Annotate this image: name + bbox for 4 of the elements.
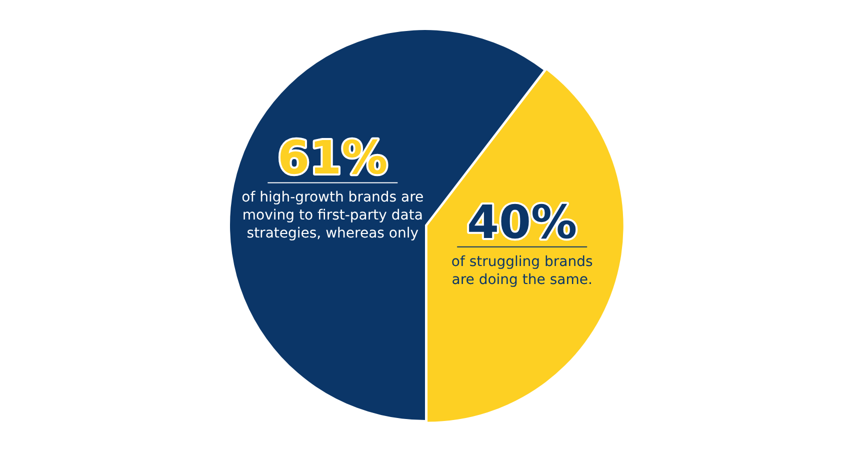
data-label: 61% xyxy=(278,130,388,185)
text: of high-growth brands are moving to first-party data strategies, whereas only xyxy=(242,190,424,242)
data-label: 40% xyxy=(467,194,578,249)
text: of struggling brands are doing the same. xyxy=(451,254,593,288)
